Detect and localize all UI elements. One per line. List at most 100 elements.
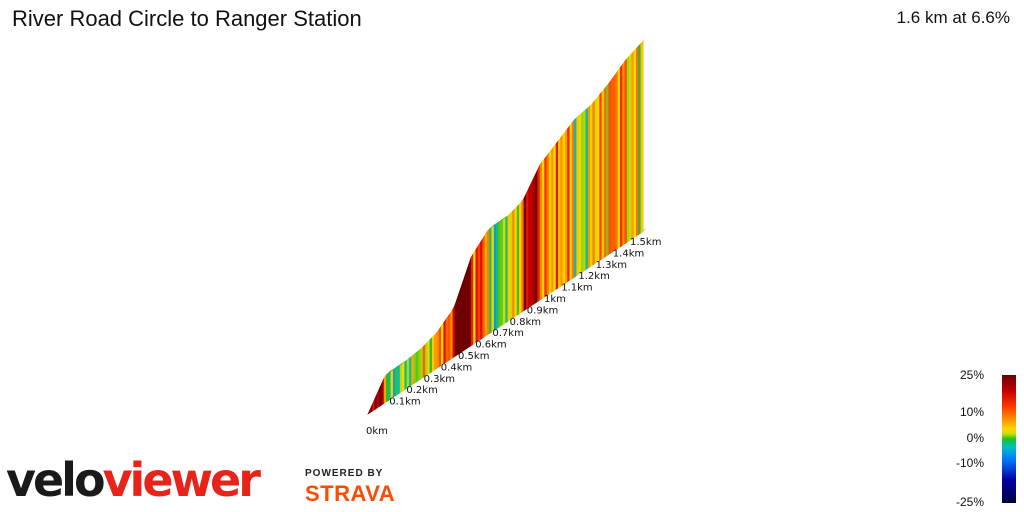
profile-slice	[619, 63, 623, 248]
distance-tick-label: 0.7km	[492, 328, 523, 339]
profile-slice	[610, 76, 614, 254]
scale-label-0: 0%	[966, 431, 984, 445]
profile-slice	[489, 226, 493, 334]
profile-slice	[613, 73, 616, 252]
logo-part-viewer: viewer	[102, 453, 261, 507]
profile-slice	[530, 178, 534, 307]
profile-slice	[585, 107, 589, 271]
scale-label-minus25: -25%	[955, 495, 984, 509]
profile-slice-top	[409, 352, 416, 359]
profile-slice	[395, 366, 399, 397]
profile-slice	[555, 139, 559, 290]
profile-slice	[498, 220, 502, 328]
profile-slice	[503, 217, 506, 325]
profile-slice	[415, 350, 419, 383]
scale-label-10: 10%	[959, 405, 984, 419]
powered-by-text: POWERED BY	[305, 468, 384, 479]
profile-slice	[509, 210, 513, 321]
profile-slice	[397, 365, 401, 395]
profile-slice	[571, 118, 575, 280]
profile-slice-top	[393, 364, 400, 371]
profile-slice	[546, 151, 550, 296]
logo-part-velo: velo	[6, 453, 106, 507]
profile-slice	[599, 91, 603, 262]
profile-slice	[484, 230, 488, 338]
veloviewer-logo: veloviewer	[6, 452, 296, 508]
profile-slice	[587, 105, 591, 269]
profile-slice	[500, 219, 504, 327]
profile-slice	[383, 373, 387, 404]
profile-slice	[638, 42, 642, 236]
profile-slice	[477, 241, 481, 342]
profile-slice	[603, 85, 607, 258]
profile-slice	[514, 205, 518, 318]
profile-slice	[640, 40, 644, 234]
scale-label-25: 25%	[959, 368, 984, 382]
profile-slice	[580, 111, 584, 274]
profile-slice-top	[501, 215, 508, 222]
profile-slice	[512, 208, 516, 319]
profile-slice	[392, 368, 396, 398]
profile-slice-top	[397, 361, 405, 368]
distance-tick-label: 0.2km	[406, 385, 437, 396]
distance-tick-label: 0.9km	[527, 305, 558, 316]
profile-slice-top	[400, 360, 407, 366]
profile-slice	[482, 234, 486, 339]
profile-slice	[553, 142, 557, 292]
profile-slice	[544, 154, 548, 298]
profile-slice	[447, 311, 451, 362]
distance-tick-label: 0.1km	[389, 397, 420, 408]
profile-slice	[560, 133, 564, 287]
profile-slice-top	[413, 349, 421, 355]
profile-slice-top	[411, 350, 418, 357]
profile-slice	[592, 99, 596, 266]
profile-slice	[626, 55, 630, 243]
profile-slice	[537, 164, 541, 303]
profile-slice	[521, 197, 525, 313]
profile-slice	[475, 245, 479, 344]
profile-slice	[551, 145, 555, 293]
profile-slice	[457, 290, 461, 356]
profile-slice	[535, 169, 539, 304]
profile-slice	[427, 339, 431, 376]
profile-slice	[574, 117, 577, 278]
profile-slice	[608, 79, 612, 255]
profile-slice	[523, 193, 527, 312]
profile-slice	[615, 69, 619, 251]
distance-tick-label: 0.6km	[475, 340, 506, 351]
profile-slice	[622, 60, 626, 246]
profile-slice	[491, 225, 495, 333]
distance-tick-label: 1.3km	[596, 260, 627, 271]
profile-slice	[466, 263, 470, 350]
profile-slice	[624, 57, 628, 245]
profile-slice	[445, 315, 449, 363]
profile-slice-top	[498, 217, 506, 223]
profile-slice	[601, 88, 605, 260]
profile-slice	[569, 121, 573, 281]
distance-tick-label: 1.1km	[561, 283, 592, 294]
profile-slice	[464, 270, 467, 351]
profile-slice	[411, 354, 415, 386]
profile-slice-top	[406, 354, 414, 361]
profile-slice	[408, 356, 412, 388]
profile-slice	[443, 318, 447, 365]
profile-slice	[434, 331, 438, 371]
profile-slice	[496, 222, 500, 330]
profile-slice-top	[395, 363, 402, 369]
profile-slice	[454, 297, 458, 357]
profile-slice	[590, 102, 594, 268]
profile-slice	[480, 237, 483, 341]
profile-slice	[468, 256, 472, 348]
profile-slice	[629, 52, 633, 242]
gradient-color-bar	[1002, 375, 1016, 503]
distance-tick-label: 0.4km	[441, 362, 472, 373]
profile-slice	[459, 284, 463, 354]
distance-tick-label: 1.5km	[630, 237, 661, 248]
profile-slice	[381, 377, 385, 406]
profile-slice	[418, 348, 422, 382]
strava-logo: STRAVA	[305, 481, 396, 506]
profile-slice	[413, 352, 417, 385]
profile-slice	[507, 212, 511, 322]
distance-tick-label: 0.8km	[510, 317, 541, 328]
